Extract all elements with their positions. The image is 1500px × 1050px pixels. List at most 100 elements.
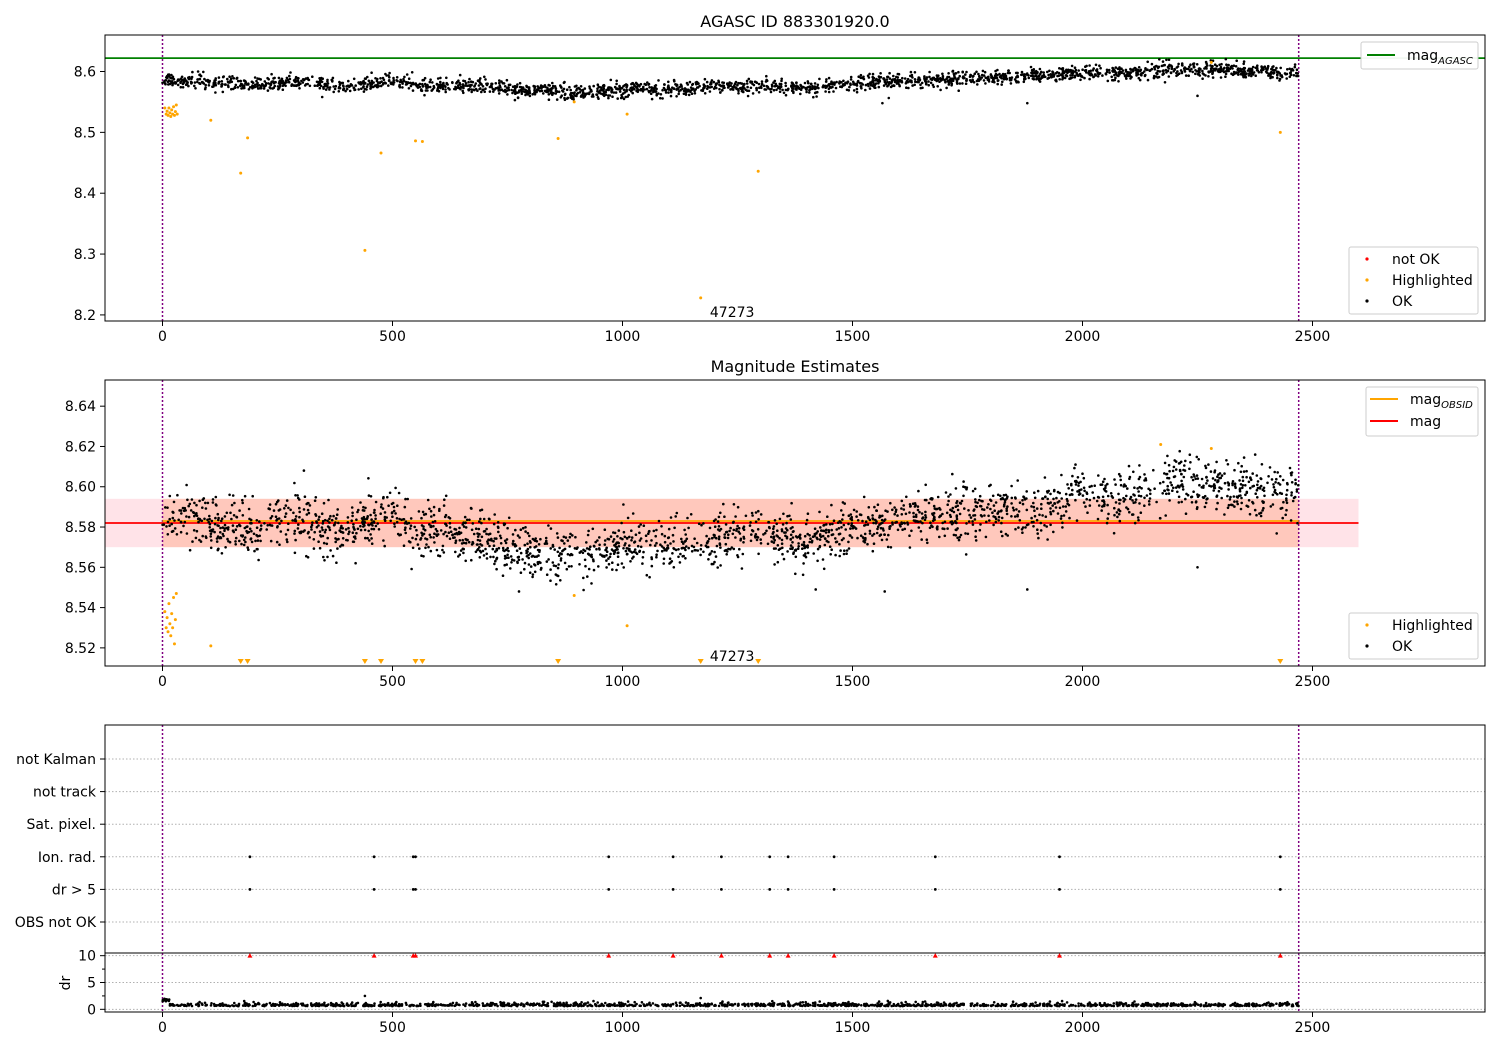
ok-point (318, 515, 321, 519)
ok-point (650, 539, 653, 542)
ok-point (964, 82, 968, 85)
ok-point (866, 515, 870, 519)
y-tick-label: 8.5 (74, 125, 96, 141)
ok-point (654, 86, 657, 89)
ok-point (269, 539, 273, 543)
ok-point (420, 554, 423, 557)
ok-point (1191, 70, 1194, 74)
ok-point (605, 566, 608, 569)
legend-mag-main: mag (1410, 414, 1441, 430)
ok-point (529, 552, 532, 555)
ok-point (524, 530, 527, 533)
ok-point (1231, 483, 1234, 487)
ok-point (1292, 496, 1296, 500)
ok-point (313, 84, 317, 87)
ok-point (179, 509, 183, 512)
ok-point (374, 500, 378, 504)
ok-point (694, 548, 697, 552)
ok-point (736, 505, 740, 509)
ok-point (1202, 496, 1205, 500)
ok-point (726, 536, 730, 540)
ok-point (474, 82, 478, 85)
ok-point (168, 524, 171, 527)
ok-point (220, 552, 224, 555)
ok-point (757, 552, 760, 556)
ok-point (1000, 83, 1003, 86)
ok-point (663, 548, 666, 552)
ok-point (1033, 509, 1036, 512)
ok-point (792, 83, 795, 87)
ok-point (185, 515, 188, 518)
ok-point (1237, 70, 1241, 73)
ok-point (811, 84, 814, 88)
ok-point (911, 76, 914, 79)
ok-point (1143, 504, 1146, 508)
ok-point (978, 498, 981, 502)
ok-point (920, 538, 923, 541)
legend-status-swatch (1365, 257, 1369, 261)
ok-point (198, 538, 201, 542)
ok-point (1184, 512, 1188, 515)
ok-point (492, 555, 495, 559)
ok-point (329, 514, 332, 518)
ok-point (879, 72, 882, 75)
ok-point (1030, 505, 1033, 508)
ok-point (531, 554, 535, 558)
ok-point (579, 85, 583, 88)
ok-point (1163, 461, 1167, 465)
ok-point (1071, 493, 1074, 496)
ok-point (457, 555, 460, 558)
ok-point (470, 90, 474, 94)
ok-point (720, 89, 724, 92)
ok-point (999, 497, 1003, 501)
ok-point (1046, 77, 1049, 80)
ok-point (458, 82, 462, 86)
ok-point (903, 77, 907, 80)
ok-point (1092, 496, 1096, 500)
ok-point (454, 550, 457, 554)
ok-point (1108, 71, 1111, 74)
ok-point (994, 69, 997, 73)
ok-point (1233, 72, 1236, 75)
ok-point (220, 517, 224, 520)
ok-point (777, 548, 781, 551)
ok-point (1187, 74, 1190, 77)
ok-point (1127, 464, 1131, 468)
ok-point (480, 508, 484, 512)
ok-point (511, 91, 514, 95)
ok-point (478, 556, 482, 559)
ok-point (1045, 525, 1048, 528)
ok-point (551, 545, 555, 548)
ok-point (1139, 511, 1143, 514)
ok-point (756, 528, 760, 531)
ok-point (1030, 516, 1033, 520)
ok-point (1283, 72, 1287, 75)
ok-point (179, 77, 183, 81)
ok-point (1194, 69, 1197, 72)
ok-point (437, 89, 441, 93)
ok-point (781, 88, 784, 92)
ok-point (1214, 478, 1217, 482)
ok-point (1083, 489, 1086, 493)
ok-point (1131, 70, 1134, 73)
ok-point (996, 493, 1000, 497)
ok-point (214, 495, 218, 499)
ok-point (1251, 73, 1255, 76)
ok-point (923, 498, 927, 502)
ok-point (1054, 79, 1057, 82)
ok-point (684, 557, 687, 560)
ok-point (797, 545, 800, 548)
ok-point (957, 538, 961, 542)
ok-point (596, 89, 599, 93)
ok-point (834, 540, 838, 544)
ok-point (302, 508, 306, 511)
ok-point (1040, 507, 1043, 511)
ok-point (471, 522, 475, 525)
ok-point (791, 536, 795, 539)
flag-event-point (671, 855, 675, 859)
ok-point (769, 90, 773, 94)
ok-point (494, 559, 497, 563)
ok-point (1166, 488, 1169, 491)
ok-point (407, 77, 411, 80)
